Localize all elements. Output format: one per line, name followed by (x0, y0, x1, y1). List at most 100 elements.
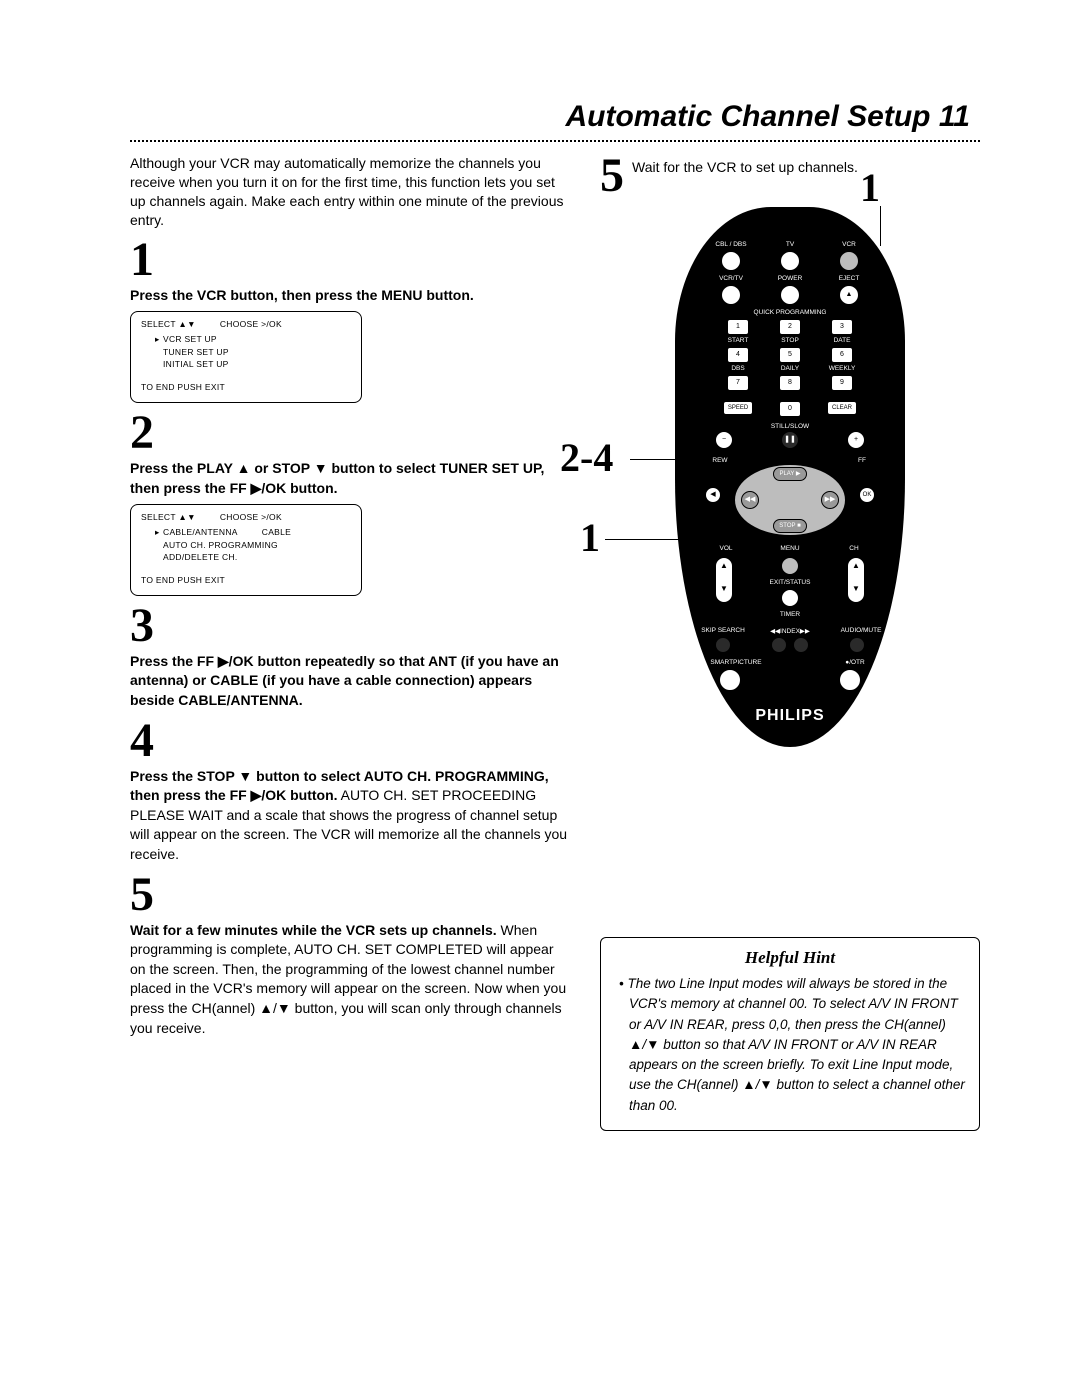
menu2-footer: TO END PUSH EXIT (141, 574, 351, 587)
btn-5[interactable]: 5 (779, 347, 801, 363)
btn-skip-back[interactable]: ◀ (705, 487, 721, 503)
step-5-rest: When programming is complete, AUTO CH. S… (130, 922, 566, 1036)
menu1-select: SELECT ▲▼ (141, 318, 196, 331)
menu2-header: SELECT ▲▼ CHOOSE >/OK (141, 511, 351, 524)
callout-2-4: 2-4 (560, 434, 613, 481)
menu2-item-1: AUTO CH. PROGRAMMING (163, 539, 278, 552)
lbl-index: ◀◀INDEX▶▶ (760, 627, 820, 635)
btn-clear[interactable]: CLEAR (827, 401, 857, 415)
lbl-eject: EJECT (829, 275, 869, 282)
right-column: 5 Wait for the VCR to set up channels. 1… (600, 154, 980, 1131)
step-1-number: 1 (130, 236, 570, 284)
step-1-bold: Press the VCR button, then press the MEN… (130, 287, 474, 303)
manual-page: Automatic Channel Setup 11 Although your… (0, 0, 1080, 1397)
menu2-select: SELECT ▲▼ (141, 511, 196, 524)
menu1-header: SELECT ▲▼ CHOOSE >/OK (141, 318, 351, 331)
btn-vcr[interactable] (839, 251, 859, 271)
btn-smart[interactable] (719, 669, 741, 691)
lbl-tv: TV (770, 241, 810, 248)
ch-down-icon: ▼ (848, 584, 864, 593)
lbl-daily: DAILY (775, 365, 805, 372)
menu1-items: ▸VCR SET UP TUNER SET UP INITIAL SET UP (141, 333, 351, 371)
btn-menu[interactable] (781, 557, 799, 575)
step-3-number: 3 (130, 602, 570, 650)
btn-7[interactable]: 7 (727, 375, 749, 391)
btn-pause-icon[interactable]: ❚❚ (781, 431, 799, 449)
btn-stop[interactable]: STOP ■ (773, 519, 807, 533)
lbl-audio: AUDIO/MUTE (831, 627, 891, 634)
title-text: Automatic Channel Setup (565, 100, 930, 133)
btn-eject[interactable]: ▲ (839, 285, 859, 305)
btn-index-l[interactable] (771, 637, 787, 653)
helpful-hint-box: Helpful Hint • The two Line Input modes … (600, 937, 980, 1131)
step-4-text: Press the STOP ▼ button to select AUTO C… (130, 767, 570, 865)
lbl-cbl: CBL / DBS (711, 241, 751, 248)
step-5-number: 5 (130, 871, 570, 919)
btn-minus[interactable]: − (715, 431, 733, 449)
step-2-text: Press the PLAY ▲ or STOP ▼ button to sel… (130, 459, 570, 498)
right-step-text: Wait for the VCR to set up channels. (632, 154, 858, 178)
btn-1[interactable]: 1 (727, 319, 749, 335)
btn-play[interactable]: PLAY ▶ (773, 467, 807, 481)
vol-down-icon: ▼ (716, 584, 732, 593)
lbl-quick: QUICK PROGRAMMING (735, 309, 845, 316)
btn-vcrtv[interactable] (721, 285, 741, 305)
btn-otr[interactable] (839, 669, 861, 691)
lbl-menu: MENU (775, 545, 805, 552)
step-5-bold: Wait for a few minutes while the VCR set… (130, 922, 497, 938)
btn-index-r[interactable] (793, 637, 809, 653)
step-3-text: Press the FF ▶/OK button repeatedly so t… (130, 652, 570, 711)
btn-2[interactable]: 2 (779, 319, 801, 335)
lbl-rew: REW (705, 457, 735, 464)
lbl-skip: SKIP SEARCH (693, 627, 753, 634)
page-title: Automatic Channel Setup 11 (130, 100, 980, 134)
btn-tv[interactable] (780, 251, 800, 271)
left-column: Although your VCR may automatically memo… (130, 154, 570, 1131)
lbl-smart: SMARTPICTURE (701, 659, 771, 666)
menu2-items: ▸CABLE/ANTENNACABLE AUTO CH. PROGRAMMING… (141, 526, 351, 564)
lbl-otr: ●/OTR (835, 659, 875, 666)
page-number: 11 (939, 100, 970, 133)
btn-audio[interactable] (849, 637, 865, 653)
btn-ff[interactable]: ▶▶ (821, 491, 839, 509)
btn-power[interactable] (780, 285, 800, 305)
btn-ch[interactable]: ▲ ▼ (847, 557, 865, 603)
right-step-num: 5 (600, 154, 624, 197)
columns: Although your VCR may automatically memo… (130, 154, 980, 1131)
lbl-still: STILL/SLOW (760, 423, 820, 430)
btn-ok[interactable]: OK (859, 487, 875, 503)
menu1-item-0: VCR SET UP (163, 333, 217, 346)
btn-cbl[interactable] (721, 251, 741, 271)
btn-4[interactable]: 4 (727, 347, 749, 363)
lbl-date: DATE (827, 337, 857, 344)
lbl-ff: FF (847, 457, 877, 464)
btn-plus[interactable]: + (847, 431, 865, 449)
menu1-choose: CHOOSE >/OK (220, 318, 282, 331)
btn-vol[interactable]: ▲ ▼ (715, 557, 733, 603)
btn-8[interactable]: 8 (779, 375, 801, 391)
btn-3[interactable]: 3 (831, 319, 853, 335)
vol-up-icon: ▲ (716, 561, 732, 570)
menu1-item-2: INITIAL SET UP (163, 358, 229, 371)
step-1-text: Press the VCR button, then press the MEN… (130, 286, 570, 306)
menu-box-1: SELECT ▲▼ CHOOSE >/OK ▸VCR SET UP TUNER … (130, 311, 362, 403)
menu1-item-1: TUNER SET UP (163, 346, 229, 359)
callout-1-top: 1 (860, 164, 880, 211)
step-4-number: 4 (130, 717, 570, 765)
callout-1-bottom: 1 (580, 514, 600, 561)
btn-skip[interactable] (715, 637, 731, 653)
btn-exit[interactable] (781, 589, 799, 607)
lbl-stop-s: STOP (775, 337, 805, 344)
menu-box-2: SELECT ▲▼ CHOOSE >/OK ▸CABLE/ANTENNACABL… (130, 504, 362, 596)
ch-up-icon: ▲ (848, 561, 864, 570)
lbl-dbs: DBS (723, 365, 753, 372)
btn-rew[interactable]: ◀◀ (741, 491, 759, 509)
hint-body: • The two Line Input modes will always b… (615, 974, 965, 1116)
btn-speed[interactable]: SPEED (723, 401, 753, 415)
btn-0[interactable]: 0 (779, 401, 801, 417)
brand-philips: PHILIPS (675, 707, 905, 725)
btn-6[interactable]: 6 (831, 347, 853, 363)
lbl-vol: VOL (711, 545, 741, 552)
btn-9[interactable]: 9 (831, 375, 853, 391)
remote-illustration: CBL / DBS TV VCR VCR/TV POWER EJECT ▲ QU… (655, 207, 925, 747)
